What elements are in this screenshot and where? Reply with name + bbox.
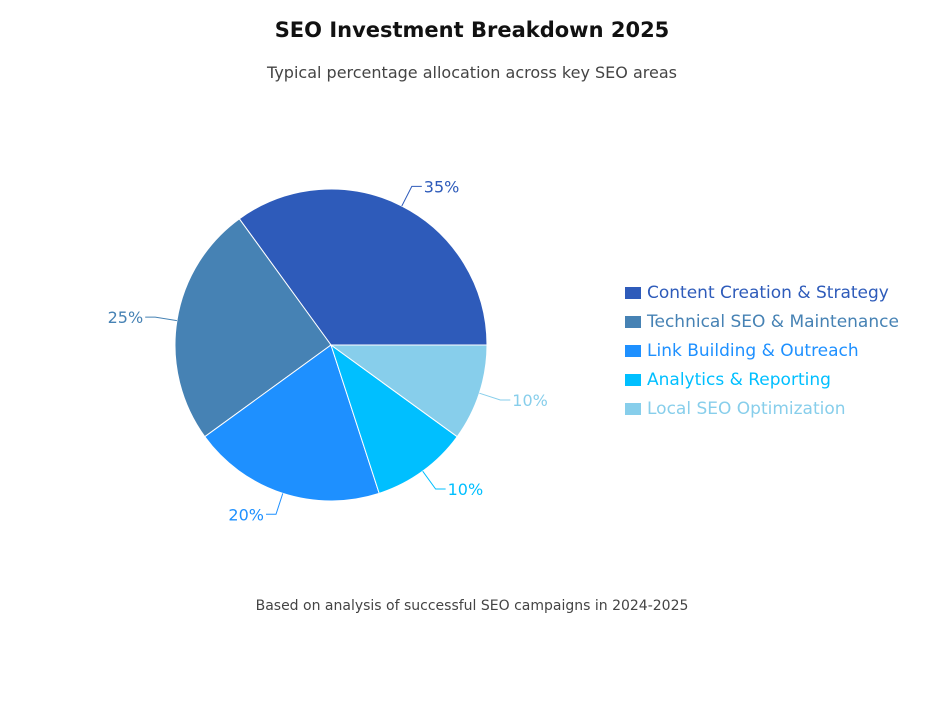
chart-subtitle: Typical percentage allocation across key… bbox=[267, 63, 677, 82]
pie-slice[interactable] bbox=[329, 344, 488, 438]
legend-item[interactable]: Technical SEO & Maintenance bbox=[625, 307, 899, 336]
data-label: 10% bbox=[512, 391, 548, 410]
legend: Content Creation & Strategy Technical SEO… bbox=[625, 278, 899, 423]
data-label: 20% bbox=[228, 505, 264, 524]
legend-label: Analytics & Reporting bbox=[647, 369, 831, 390]
chart-title: SEO Investment Breakdown 2025 bbox=[274, 18, 670, 42]
data-label: 10% bbox=[448, 480, 484, 499]
legend-item[interactable]: Local SEO Optimization bbox=[625, 394, 899, 423]
data-label: 25% bbox=[108, 308, 144, 327]
legend-label: Link Building & Outreach bbox=[647, 340, 859, 361]
label-line bbox=[401, 185, 422, 207]
label-line bbox=[265, 493, 284, 515]
data-label: 35% bbox=[424, 177, 460, 196]
legend-swatch bbox=[625, 286, 641, 299]
footnote: Based on analysis of successful SEO camp… bbox=[255, 598, 689, 614]
pie-slice[interactable] bbox=[238, 188, 488, 346]
pie-slice[interactable] bbox=[204, 344, 380, 502]
legend-swatch bbox=[625, 344, 641, 357]
legend-item[interactable]: Content Creation & Strategy bbox=[625, 278, 899, 307]
legend-item[interactable]: Analytics & Reporting bbox=[625, 365, 899, 394]
legend-swatch bbox=[625, 315, 641, 328]
legend-label: Content Creation & Strategy bbox=[647, 282, 889, 303]
legend-label: Local SEO Optimization bbox=[647, 398, 846, 419]
legend-swatch bbox=[625, 402, 641, 415]
label-line bbox=[422, 470, 446, 490]
label-line bbox=[145, 316, 177, 322]
label-line bbox=[479, 392, 511, 401]
legend-label: Technical SEO & Maintenance bbox=[647, 311, 899, 332]
legend-item[interactable]: Link Building & Outreach bbox=[625, 336, 899, 365]
legend-swatch bbox=[625, 373, 641, 386]
